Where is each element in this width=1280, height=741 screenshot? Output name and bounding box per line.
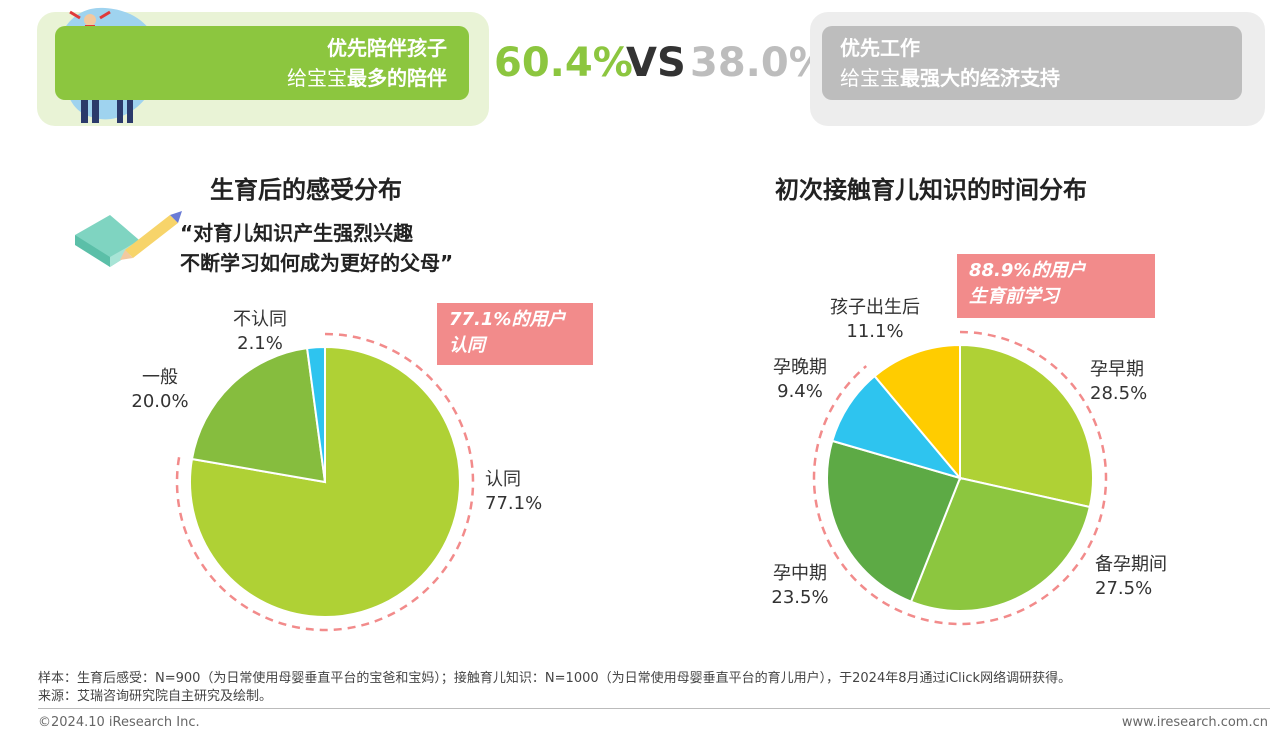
left-label-neutral: 一般 20.0% (125, 366, 195, 414)
right-label-prep-name: 备孕期间 (1095, 554, 1167, 575)
right-label-prep-value: 27.5% (1095, 578, 1153, 599)
right-label-mid: 孕中期 23.5% (760, 562, 840, 610)
left-label-disagree-name: 不认同 (233, 309, 287, 330)
right-option-bar: 优先工作 给宝宝最强大的经济支持 (822, 26, 1242, 100)
left-label-neutral-name: 一般 (142, 367, 178, 388)
right-option-subtitle: 给宝宝最强大的经济支持 (840, 63, 1060, 93)
right-label-after-birth-name: 孩子出生后 (830, 297, 920, 318)
right-label-mid-name: 孕中期 (773, 563, 827, 584)
left-pie-chart (175, 332, 475, 632)
right-label-after-birth: 孩子出生后 11.1% (815, 296, 935, 344)
right-callout-box: 88.9%的用户 生育前学习 (957, 254, 1155, 318)
right-pie-slice-0 (959, 343, 1094, 509)
left-option-title: 优先陪伴孩子 (327, 36, 447, 60)
quote-line-2: 不断学习如何成为更好的父母” (180, 251, 454, 275)
left-label-agree-value: 77.1% (485, 493, 543, 514)
right-subtitle-b: 最强大的经济支持 (900, 66, 1060, 90)
footer-url: www.iresearch.com.cn (1121, 715, 1268, 730)
left-label-disagree: 不认同 2.1% (225, 308, 295, 356)
right-chart-title: 初次接触育儿知识的时间分布 (775, 176, 1087, 204)
footnote: 样本：生育后感受：N=900（为日常使用母婴垂直平台的宝爸和宝妈）；接触育儿知识… (38, 670, 1273, 706)
footer-copyright: ©2024.10 iResearch Inc. (38, 715, 200, 730)
right-pie-chart (812, 330, 1108, 626)
left-chart-title: 生育后的感受分布 (210, 176, 402, 204)
right-callout-dashed-arc (812, 330, 1108, 626)
quote-text: “对育儿知识产生强烈兴趣 不断学习如何成为更好的父母” (180, 218, 453, 278)
right-label-early: 孕早期 28.5% (1090, 358, 1170, 406)
right-subtitle-a: 给宝宝 (840, 66, 900, 90)
left-pie-slice-2 (305, 345, 326, 483)
left-callout-dashed-arc (175, 332, 475, 632)
footnote-sample: 样本：生育后感受：N=900（为日常使用母婴垂直平台的宝爸和宝妈）；接触育儿知识… (38, 671, 1072, 686)
right-pie-slice-1 (909, 476, 1091, 612)
left-pie-slice-1 (190, 347, 327, 484)
left-callout-line-2: 认同 (449, 335, 485, 356)
left-label-agree: 认同 77.1% (485, 468, 555, 516)
vs-label: VS (626, 40, 686, 86)
right-callout-line-1: 88.9%的用户 (969, 260, 1086, 281)
left-label-agree-name: 认同 (485, 469, 521, 490)
left-callout-line-1: 77.1%的用户 (449, 309, 566, 330)
right-label-mid-value: 23.5% (771, 587, 829, 608)
left-option-bar: 优先陪伴孩子 给宝宝最多的陪伴 (55, 26, 469, 100)
right-label-early-name: 孕早期 (1090, 359, 1144, 380)
right-option-title: 优先工作 (840, 36, 920, 60)
footer-divider (38, 708, 1270, 709)
right-label-late-name: 孕晚期 (773, 357, 827, 378)
left-subtitle-a: 给宝宝 (287, 66, 347, 90)
left-subtitle-b: 最多的陪伴 (347, 66, 447, 90)
right-label-late-value: 9.4% (777, 381, 823, 402)
right-percentage: 38.0% (690, 40, 829, 86)
right-label-late: 孕晚期 9.4% (760, 356, 840, 404)
right-label-after-birth-value: 11.1% (846, 321, 904, 342)
book-pencil-icon (75, 211, 182, 267)
quote-line-1: “对育儿知识产生强烈兴趣 (180, 221, 414, 245)
left-callout-box: 77.1%的用户 认同 (437, 303, 593, 365)
right-pie-slice-3 (831, 374, 963, 480)
left-option-subtitle: 给宝宝最多的陪伴 (287, 63, 447, 93)
left-percentage: 60.4% (494, 40, 633, 86)
right-label-prep: 备孕期间 27.5% (1095, 553, 1185, 601)
right-pie-slice-4 (873, 343, 961, 481)
left-label-disagree-value: 2.1% (237, 333, 283, 354)
footnote-source: 来源：艾瑞咨询研究院自主研究及绘制。 (38, 689, 273, 704)
left-label-neutral-value: 20.0% (131, 391, 189, 412)
right-pie-slice-2 (826, 439, 962, 603)
right-label-early-value: 28.5% (1090, 383, 1148, 404)
right-callout-line-2: 生育前学习 (969, 286, 1059, 307)
